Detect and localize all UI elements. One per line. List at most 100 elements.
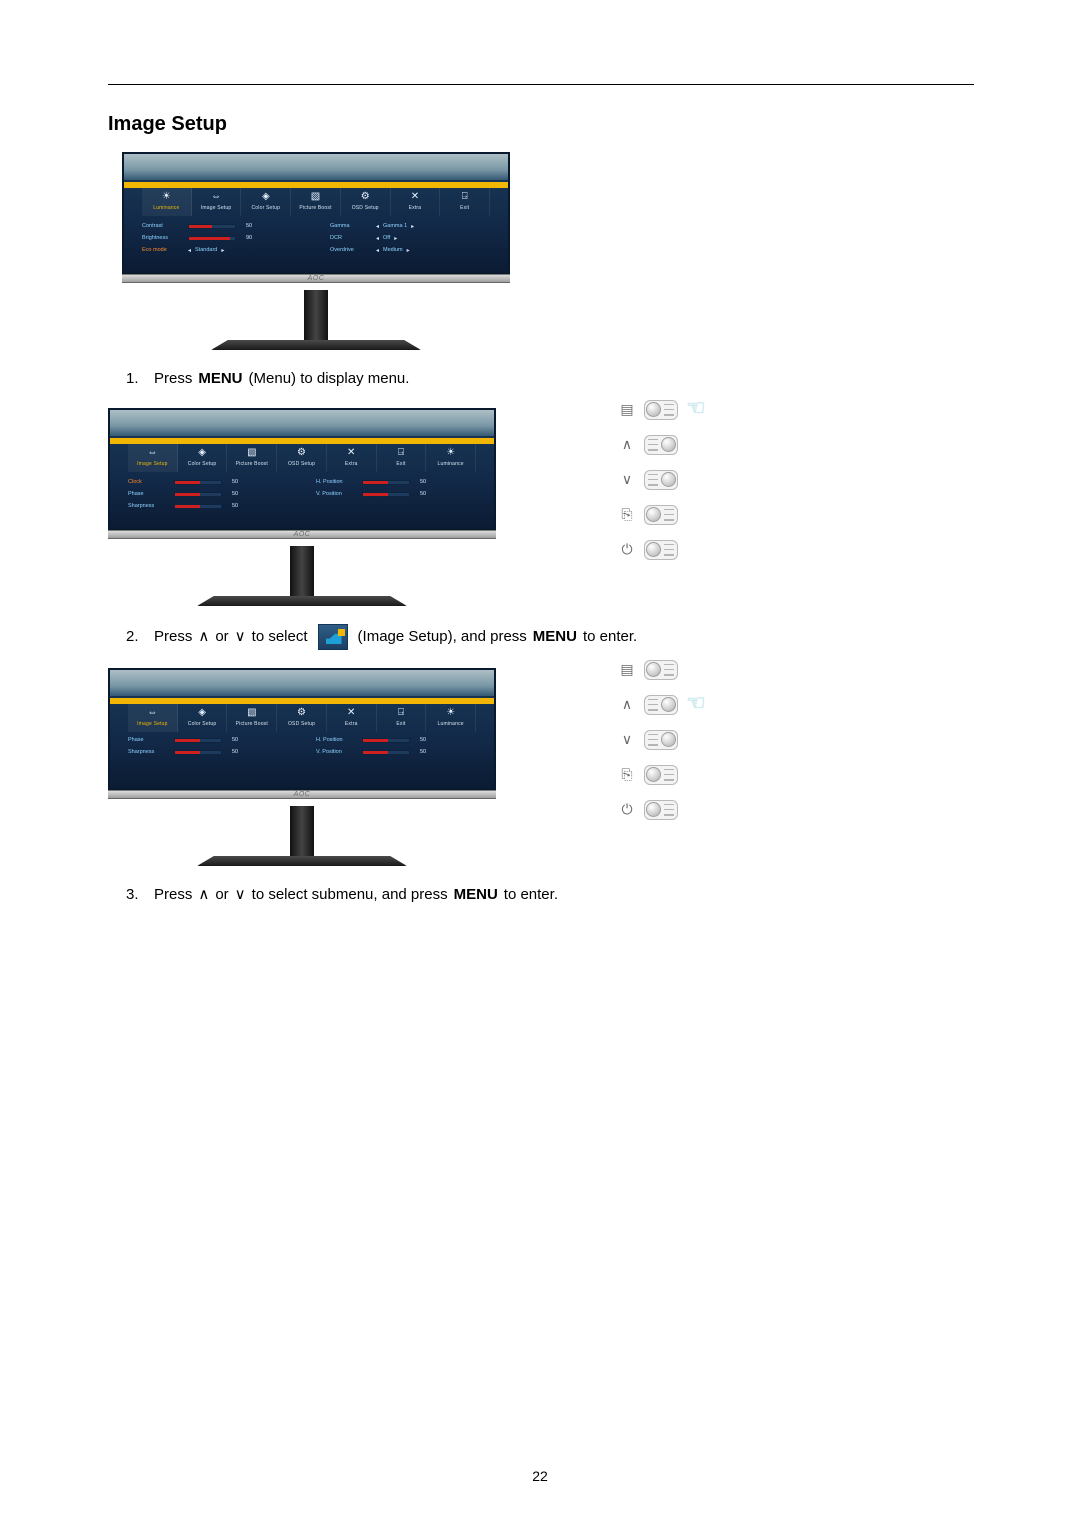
rocker-button: [644, 695, 678, 715]
osd-setup-icon: ⚙: [341, 189, 390, 204]
auto-symbol-icon: ⎘: [618, 506, 636, 523]
step-3: 3. Press ∧ or ∨ to select submenu, and p…: [126, 884, 974, 906]
osd-tab-exit: ⍈Exit: [377, 704, 427, 732]
param-value: 50: [414, 479, 432, 485]
osd-tab-osd-setup: ⚙OSD Setup: [341, 188, 391, 216]
rocker-button: [644, 730, 678, 750]
extra-icon: ✕: [391, 189, 440, 204]
osd-param-row: Sharpness50: [128, 746, 288, 758]
osd-tab-exit: ⍈Exit: [377, 444, 427, 472]
arrow-right-icon: ▸: [407, 247, 410, 254]
brand-logo: AOC: [124, 275, 508, 282]
osd-tab-color-setup: ◈Color Setup: [241, 188, 291, 216]
figure-1: ☀Luminance⇔Image Setup◈Color Setup▧Pictu…: [122, 152, 974, 350]
param-label: Brightness: [142, 235, 184, 241]
osd-param-row: Gamma◂Gamma 1▸: [330, 220, 490, 232]
param-value: 50: [226, 479, 244, 485]
arrow-right-icon: ▸: [221, 247, 224, 254]
step-1: 1. Press MENU (Menu) to display menu.: [126, 368, 974, 390]
osd-param-row: V. Position 50: [316, 746, 476, 758]
page-title: Image Setup: [108, 113, 974, 136]
osd-tab-image-setup: ⇔Image Setup: [128, 704, 178, 732]
param-label: Sharpness: [128, 503, 170, 509]
osd-tab-osd-setup: ⚙OSD Setup: [277, 444, 327, 472]
rocker-button: [644, 435, 678, 455]
osd-tab-luminance: ☀Luminance: [426, 704, 476, 732]
menu-symbol-icon: ▤: [618, 661, 636, 678]
osd-param-row: Phase50: [128, 488, 288, 500]
param-label: Eco mode: [142, 247, 184, 253]
osd-tab-extra: ✕Extra: [327, 704, 377, 732]
slider-track: [362, 738, 410, 743]
slider-track: [174, 738, 222, 743]
luminance-icon: ☀: [426, 705, 475, 720]
osd-param-row: Sharpness50: [128, 500, 288, 512]
arrow-left-icon: ◂: [376, 247, 379, 254]
osd-param-row: H. Position 50: [316, 734, 476, 746]
arrow-left-icon: ◂: [376, 223, 379, 230]
osd-param-row: Contrast 50: [142, 220, 302, 232]
osd-param-row: H. Position50: [316, 476, 476, 488]
param-label: Phase: [128, 737, 170, 743]
param-label: V. Position: [316, 749, 358, 755]
button-legend-2: ▤∧☜∨⎘⏻: [618, 652, 788, 827]
slider-track: [362, 492, 410, 497]
osd-param-row: Brightness90: [142, 232, 302, 244]
param-value: 50: [414, 491, 432, 497]
image-setup-icon: [318, 624, 348, 650]
page-number: 22: [0, 1468, 1080, 1484]
slider-track: [362, 480, 410, 485]
param-state: Gamma 1: [383, 223, 407, 229]
color-setup-icon: ◈: [178, 705, 227, 720]
osd-tab-picture-boost: ▧Picture Boost: [227, 704, 277, 732]
param-label: Phase: [128, 491, 170, 497]
arrow-left-icon: ◂: [376, 235, 379, 242]
slider-track: [362, 750, 410, 755]
menu-symbol-icon: ▤: [618, 401, 636, 418]
legend-row-up: ∧: [618, 427, 788, 462]
exit-icon: ⍈: [377, 705, 426, 720]
pointing-hand-icon: ☜: [686, 690, 706, 716]
slider-track: [174, 480, 222, 485]
rocker-button: [644, 470, 678, 490]
exit-icon: ⍈: [440, 189, 489, 204]
param-label: V. Position: [316, 491, 358, 497]
osd-tab-picture-boost: ▧Picture Boost: [291, 188, 341, 216]
step-2: 2. Press ∧ or ∨ to select (Image Setup),…: [126, 624, 974, 650]
legend-row-down: ∨: [618, 462, 788, 497]
osd-tab-osd-setup: ⚙OSD Setup: [277, 704, 327, 732]
param-value: 50: [226, 737, 244, 743]
arrow-right-icon: ▸: [411, 223, 414, 230]
rocker-button: [644, 400, 678, 420]
param-value: 50: [414, 749, 432, 755]
osd-param-row: V. Position 50: [316, 488, 476, 500]
param-label: Sharpness: [128, 749, 170, 755]
osd-tab-image-setup: ⇔Image Setup: [128, 444, 178, 472]
osd-tab-color-setup: ◈Color Setup: [178, 444, 228, 472]
power-symbol-icon: ⏻: [618, 801, 636, 818]
param-label: Contrast: [142, 223, 184, 229]
monitor-screen-1: ☀Luminance⇔Image Setup◈Color Setup▧Pictu…: [122, 152, 510, 274]
param-state: Medium: [383, 247, 403, 253]
param-value: 50: [240, 223, 258, 229]
luminance-icon: ☀: [142, 189, 191, 204]
legend-row-power: ⏻: [618, 532, 788, 567]
rocker-button: [644, 765, 678, 785]
param-value: 50: [414, 737, 432, 743]
down-symbol-icon: ∨: [618, 731, 636, 748]
brand-logo: AOC: [110, 791, 494, 798]
slider-track: [188, 236, 236, 241]
param-label: H. Position: [316, 737, 358, 743]
picture-boost-icon: ▧: [227, 705, 276, 720]
button-legend-1: ▤☜∧ ∨ ⎘ ⏻: [618, 392, 788, 567]
slider-track: [188, 224, 236, 229]
brand-logo: AOC: [110, 531, 494, 538]
legend-row-auto: ⎘: [618, 497, 788, 532]
down-symbol-icon: ∨: [618, 471, 636, 488]
legend-row-menu: ▤☜: [618, 392, 788, 427]
osd-param-row: Phase 50: [128, 734, 288, 746]
monitor-screen-3: ⇔Image Setup◈Color Setup▧Picture Boost⚙O…: [108, 668, 496, 790]
osd-setup-icon: ⚙: [277, 705, 326, 720]
osd-param-row: Eco mode◂Standard▸: [142, 244, 302, 256]
osd-param-row: DCR◂Off▸: [330, 232, 490, 244]
